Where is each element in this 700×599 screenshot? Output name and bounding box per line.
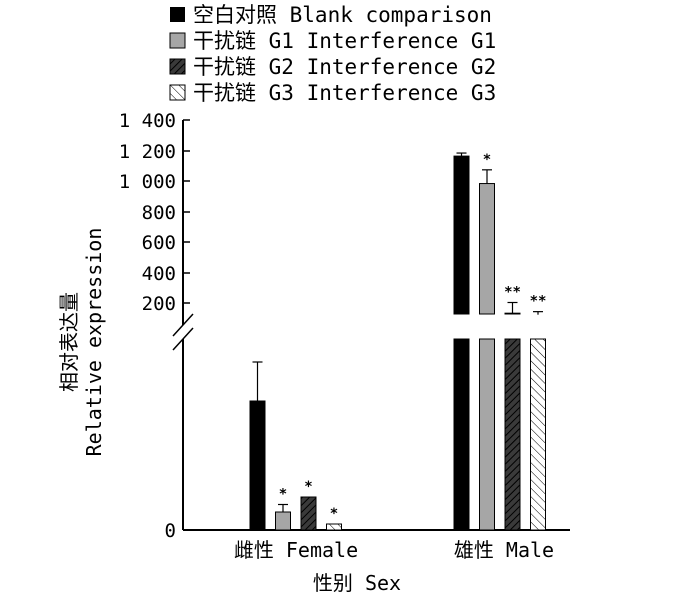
bar-male-upper xyxy=(453,155,470,315)
significance-label: * xyxy=(483,152,491,168)
y-tick-label: 600 xyxy=(142,232,176,254)
y-tick-label: 800 xyxy=(142,202,176,224)
y-tick-label: 400 xyxy=(142,263,176,285)
legend: 空白对照 Blank comparison 干扰链 G1 Interferenc… xyxy=(169,3,496,105)
bar-male-lower xyxy=(479,338,495,531)
legend-label-g3: 干扰链 G3 Interference G3 xyxy=(193,81,496,105)
legend-label-g2: 干扰链 G2 Interference G2 xyxy=(193,55,496,79)
y-axis-title-cn: 相对表达量 xyxy=(57,292,81,392)
bar-female xyxy=(249,400,266,531)
bar-male-upper xyxy=(479,183,495,315)
bar-male-upper xyxy=(504,312,521,315)
axis-break-marks xyxy=(172,313,194,351)
y-tick-label: 1 200 xyxy=(119,141,176,163)
y-tick-label: 0 xyxy=(165,520,176,542)
legend-item-g3: 干扰链 G3 Interference G3 xyxy=(169,81,496,105)
legend-item-blank: 空白对照 Blank comparison xyxy=(170,3,492,27)
significance-label: ** xyxy=(504,285,521,301)
bar-female xyxy=(300,496,317,531)
axis-break-mark-top xyxy=(172,313,194,337)
significance-label: * xyxy=(330,506,338,522)
legend-swatch-g2 xyxy=(169,58,186,75)
y-tick-label: 1 000 xyxy=(119,171,176,193)
significance-label: ** xyxy=(530,294,547,310)
legend-item-g2: 干扰链 G2 Interference G2 xyxy=(169,55,496,79)
bars: ******** xyxy=(249,152,547,531)
y-tick-label: 200 xyxy=(142,293,176,315)
legend-label-g1: 干扰链 G1 Interference G1 xyxy=(193,29,496,53)
axis-break-mark-bottom xyxy=(172,327,194,351)
legend-label-blank: 空白对照 Blank comparison xyxy=(193,3,492,27)
y-tick-label: 1 400 xyxy=(119,110,176,132)
significance-label: * xyxy=(279,487,287,503)
legend-swatch-g1 xyxy=(169,32,186,49)
bar-male-lower xyxy=(504,338,521,531)
category-label-female: 雌性 Female xyxy=(234,538,358,562)
legend-swatch-g3 xyxy=(169,84,186,101)
significance-label: * xyxy=(304,479,312,495)
legend-item-g1: 干扰链 G1 Interference G1 xyxy=(169,29,496,53)
category-label-male: 雄性 Male xyxy=(454,538,554,562)
legend-swatch-blank xyxy=(170,7,185,22)
bar-male-lower xyxy=(453,338,470,531)
bar-female xyxy=(275,511,291,531)
bar-female xyxy=(326,523,342,531)
y-ticks: 1 400 1 200 1 000 800 600 400 200 0 xyxy=(119,110,190,542)
bar-male-lower xyxy=(530,338,546,531)
y-axis-title-en: Relative expression xyxy=(82,228,106,457)
x-axis-title: 性别 Sex xyxy=(313,571,401,595)
